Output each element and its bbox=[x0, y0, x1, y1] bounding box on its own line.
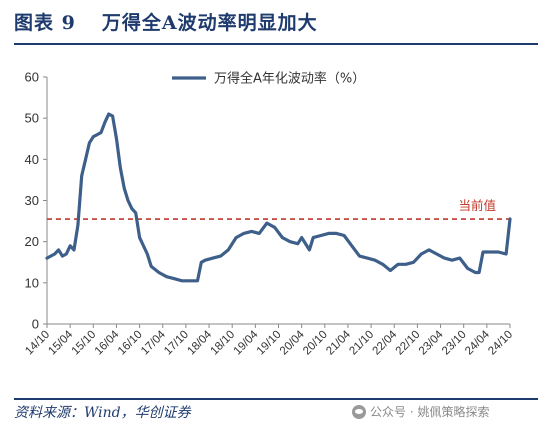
x-tick-label: 17/10 bbox=[162, 329, 191, 358]
x-tick-label: 18/10 bbox=[208, 329, 237, 358]
legend: 万得全A年化波动率（%） bbox=[172, 71, 365, 87]
y-tick-label: 50 bbox=[25, 111, 39, 126]
source-rule bbox=[14, 398, 538, 400]
watermark-text: 公众号 · 姚佩策略探索 bbox=[370, 405, 490, 419]
x-tick-label: 24/04 bbox=[463, 328, 492, 357]
x-tick-label: 18/04 bbox=[185, 328, 214, 357]
x-tick-label: 16/04 bbox=[93, 328, 122, 357]
reference-line-group: 当前值 bbox=[47, 198, 510, 220]
x-tick-label: 15/04 bbox=[46, 328, 75, 357]
x-tick-label: 21/04 bbox=[324, 328, 353, 357]
y-tick-label: 40 bbox=[25, 152, 39, 167]
series-group bbox=[45, 112, 512, 283]
y-tick-label: 10 bbox=[25, 275, 39, 290]
x-tick-label: 20/04 bbox=[278, 328, 307, 357]
figure-label: 图表 9 bbox=[14, 12, 76, 34]
x-tick-label: 24/10 bbox=[486, 329, 515, 358]
source-note: 资料来源：Wind，华创证券 bbox=[14, 405, 191, 421]
axes bbox=[46, 77, 510, 325]
x-tick-label: 19/04 bbox=[232, 328, 261, 357]
legend-label: 万得全A年化波动率（%） bbox=[214, 71, 365, 87]
x-tick-label: 20/10 bbox=[301, 329, 330, 358]
x-tick-label: 17/04 bbox=[139, 328, 168, 357]
y-tick-label: 0 bbox=[32, 317, 39, 332]
ticks: 010203040506014/1015/0415/1016/0416/1017… bbox=[23, 70, 515, 358]
x-tick-label: 19/10 bbox=[255, 329, 284, 358]
y-tick-label: 20 bbox=[25, 234, 39, 249]
x-tick-label: 22/10 bbox=[394, 329, 423, 358]
figure-title-text: 万得全A波动率明显加大 bbox=[101, 12, 318, 34]
x-tick-label: 15/10 bbox=[70, 329, 99, 358]
figure-title: 图表 9 万得全A波动率明显加大 bbox=[14, 8, 318, 35]
wechat-icon bbox=[352, 404, 366, 419]
x-tick-label: 14/10 bbox=[23, 329, 52, 358]
reference-label: 当前值 bbox=[458, 198, 496, 213]
x-tick-label: 22/04 bbox=[371, 328, 400, 357]
x-tick-label: 16/10 bbox=[116, 329, 145, 358]
y-tick-label: 30 bbox=[25, 193, 39, 208]
watermark: 公众号 · 姚佩策略探索 bbox=[352, 403, 489, 420]
x-tick-label: 21/10 bbox=[347, 329, 376, 358]
x-tick-label: 23/04 bbox=[417, 328, 446, 357]
x-tick-label: 23/10 bbox=[440, 329, 469, 358]
title-rule bbox=[14, 43, 538, 45]
series-line bbox=[45, 112, 512, 283]
y-tick-label: 60 bbox=[25, 70, 39, 85]
